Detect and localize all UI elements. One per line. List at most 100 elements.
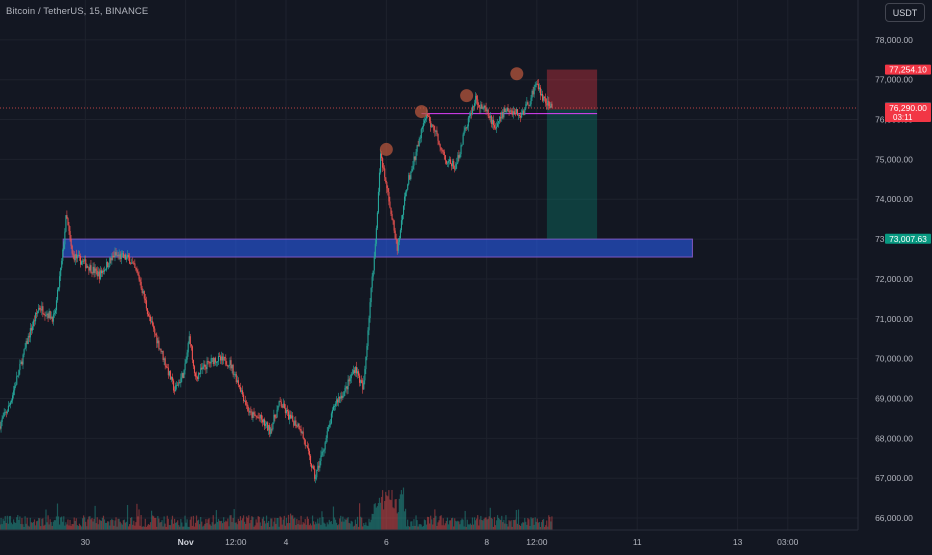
candle-body: [46, 313, 48, 315]
candle-body: [26, 341, 28, 345]
candle-body: [43, 313, 45, 315]
volume-bar: [228, 526, 230, 530]
volume-bar: [287, 514, 290, 530]
volume-bar: [135, 522, 137, 530]
candle-body: [199, 373, 201, 374]
volume-bar: [65, 522, 67, 530]
volume-bar: [429, 523, 431, 530]
volume-bar: [127, 526, 130, 530]
candle-body: [188, 336, 190, 344]
candle-body: [405, 192, 407, 197]
candle-body: [522, 110, 524, 114]
candle-body: [243, 394, 245, 401]
volume-bar: [536, 518, 538, 530]
currency-button[interactable]: USDT: [885, 3, 925, 22]
candle-body: [115, 252, 117, 256]
candle-body: [446, 162, 448, 164]
volume-bar: [356, 516, 359, 530]
candle-body: [56, 289, 59, 301]
candle-body: [486, 109, 488, 112]
volume-bar: [471, 517, 474, 530]
candle-body: [393, 220, 395, 231]
candle-body: [525, 104, 527, 109]
volume-bar: [542, 519, 545, 530]
volume-bar: [388, 490, 390, 530]
candle-body: [39, 307, 41, 310]
volume-bar: [317, 518, 319, 530]
candle-body: [235, 374, 237, 383]
volume-bar: [43, 525, 45, 530]
volume-bar: [454, 518, 456, 530]
candle-body: [430, 121, 432, 128]
volume-bar: [331, 524, 334, 530]
volume-bar: [424, 520, 427, 530]
time-axis[interactable]: 30 Nov 12:00 4 6 8 12:00 11 13 03:00: [81, 537, 799, 547]
candle-body: [392, 219, 394, 221]
volume-bar: [361, 517, 363, 530]
candle-body: [33, 320, 36, 322]
volume-bar: [131, 517, 133, 530]
volume-bar: [458, 521, 460, 530]
candle-body: [234, 374, 236, 375]
highlight-markers[interactable]: [379, 67, 524, 156]
candle-body: [63, 244, 65, 250]
volume-bar: [104, 522, 107, 530]
drawing-zones[interactable]: [0, 69, 858, 258]
candle-body: [216, 361, 219, 363]
volume-bar: [537, 522, 539, 530]
candle-body: [433, 125, 435, 131]
candle-body: [345, 386, 347, 389]
volume-bar: [152, 515, 154, 530]
volume-bar: [547, 526, 549, 530]
volume-bar: [168, 525, 170, 530]
candle-body: [201, 367, 203, 370]
volume-bar: [62, 521, 64, 530]
volume-bar: [6, 515, 8, 530]
volume-bar: [179, 526, 181, 530]
volume-bar: [230, 515, 232, 530]
volume-bar: [511, 526, 513, 530]
volume-bar: [218, 520, 221, 530]
candle-body: [534, 84, 536, 88]
volume-bar: [413, 519, 415, 530]
candle-body: [547, 101, 549, 106]
volume-bar: [461, 518, 463, 530]
volume-bar: [234, 522, 236, 530]
volume-bar: [24, 516, 26, 530]
volume-bar: [242, 515, 245, 530]
volume-bar: [527, 518, 529, 530]
highlight-circle: [460, 89, 474, 103]
candle-body: [161, 350, 163, 352]
candle-body: [329, 423, 331, 425]
candle-body: [102, 270, 105, 272]
volume-bar: [385, 491, 387, 530]
volume-bar: [155, 517, 157, 530]
candle-body: [248, 410, 250, 413]
candle-body: [453, 160, 455, 169]
candle-body: [437, 133, 439, 141]
candle-body: [485, 107, 487, 112]
candle-body: [175, 385, 177, 392]
volume-bar: [198, 519, 200, 530]
price-labels: 77,254.1076,310.5876,290.0003:1173,007.6…: [885, 64, 931, 244]
candle-body: [162, 350, 164, 360]
candle-body: [16, 376, 18, 385]
candle-body: [24, 347, 26, 350]
candle-body: [531, 90, 533, 98]
volume-bar: [268, 521, 270, 530]
candle-body: [12, 395, 14, 401]
candle-body: [222, 356, 224, 361]
candle-body: [116, 255, 118, 256]
volume-bar: [352, 526, 354, 530]
volume-bar: [353, 525, 355, 530]
candle-body: [141, 288, 143, 293]
candle-body: [37, 311, 39, 314]
candle-body: [14, 386, 16, 391]
volume-bar: [33, 519, 36, 530]
volume-bar: [409, 526, 411, 530]
candle-body: [360, 380, 362, 383]
volume-bar: [113, 525, 115, 530]
candle-body: [223, 357, 225, 361]
